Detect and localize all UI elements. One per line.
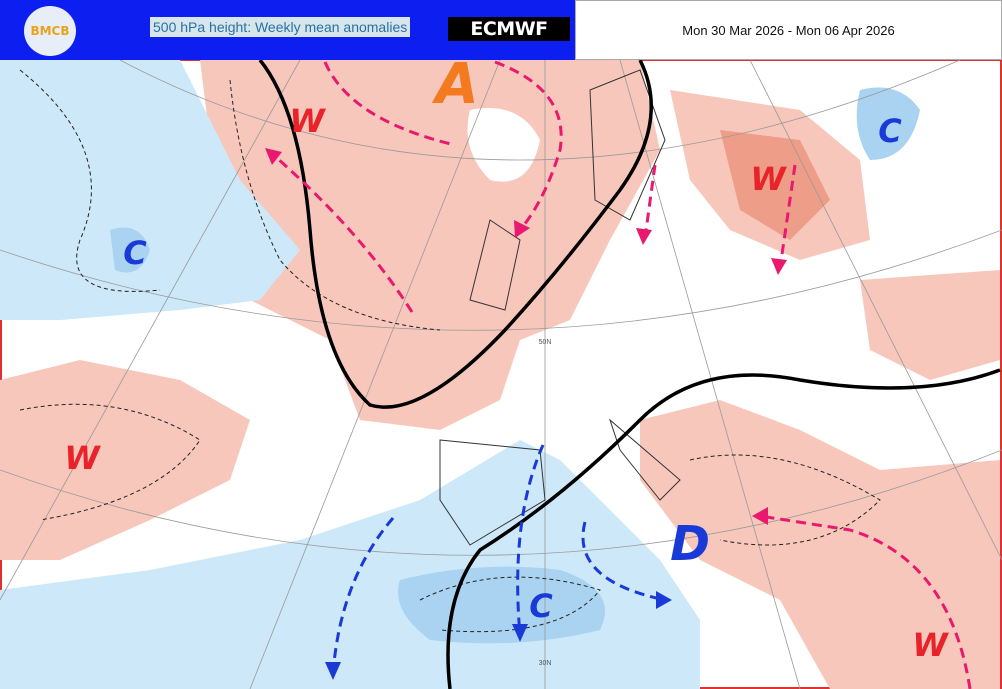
flow-arrows <box>269 60 972 689</box>
latitude-label: 30N <box>539 660 552 667</box>
coastlines <box>439 69 681 546</box>
product-title: 500 hPa height: Weekly mean anomalies <box>150 17 411 37</box>
map-label: C <box>529 587 553 625</box>
map-label: W <box>912 626 949 664</box>
logo: BMCB <box>24 6 76 56</box>
arrow-heads <box>265 148 787 680</box>
map-label: C <box>123 234 147 272</box>
contours <box>19 69 881 633</box>
map-label: D <box>670 516 710 572</box>
trough-ridge-axes <box>258 58 1001 689</box>
latitude-label: 50N <box>539 339 552 346</box>
graticule <box>0 59 1002 689</box>
map-label: C <box>878 112 902 150</box>
brand: ECMWF <box>448 17 570 41</box>
map-label: W <box>64 439 101 477</box>
map-label: W <box>750 160 787 198</box>
map-label: A <box>431 52 478 117</box>
map-label: W <box>289 102 326 140</box>
date-range: Mon 30 Mar 2026 - Mon 06 Apr 2026 <box>575 0 1002 60</box>
header-bar: BMCB 500 hPa height: Weekly mean anomali… <box>0 0 575 60</box>
